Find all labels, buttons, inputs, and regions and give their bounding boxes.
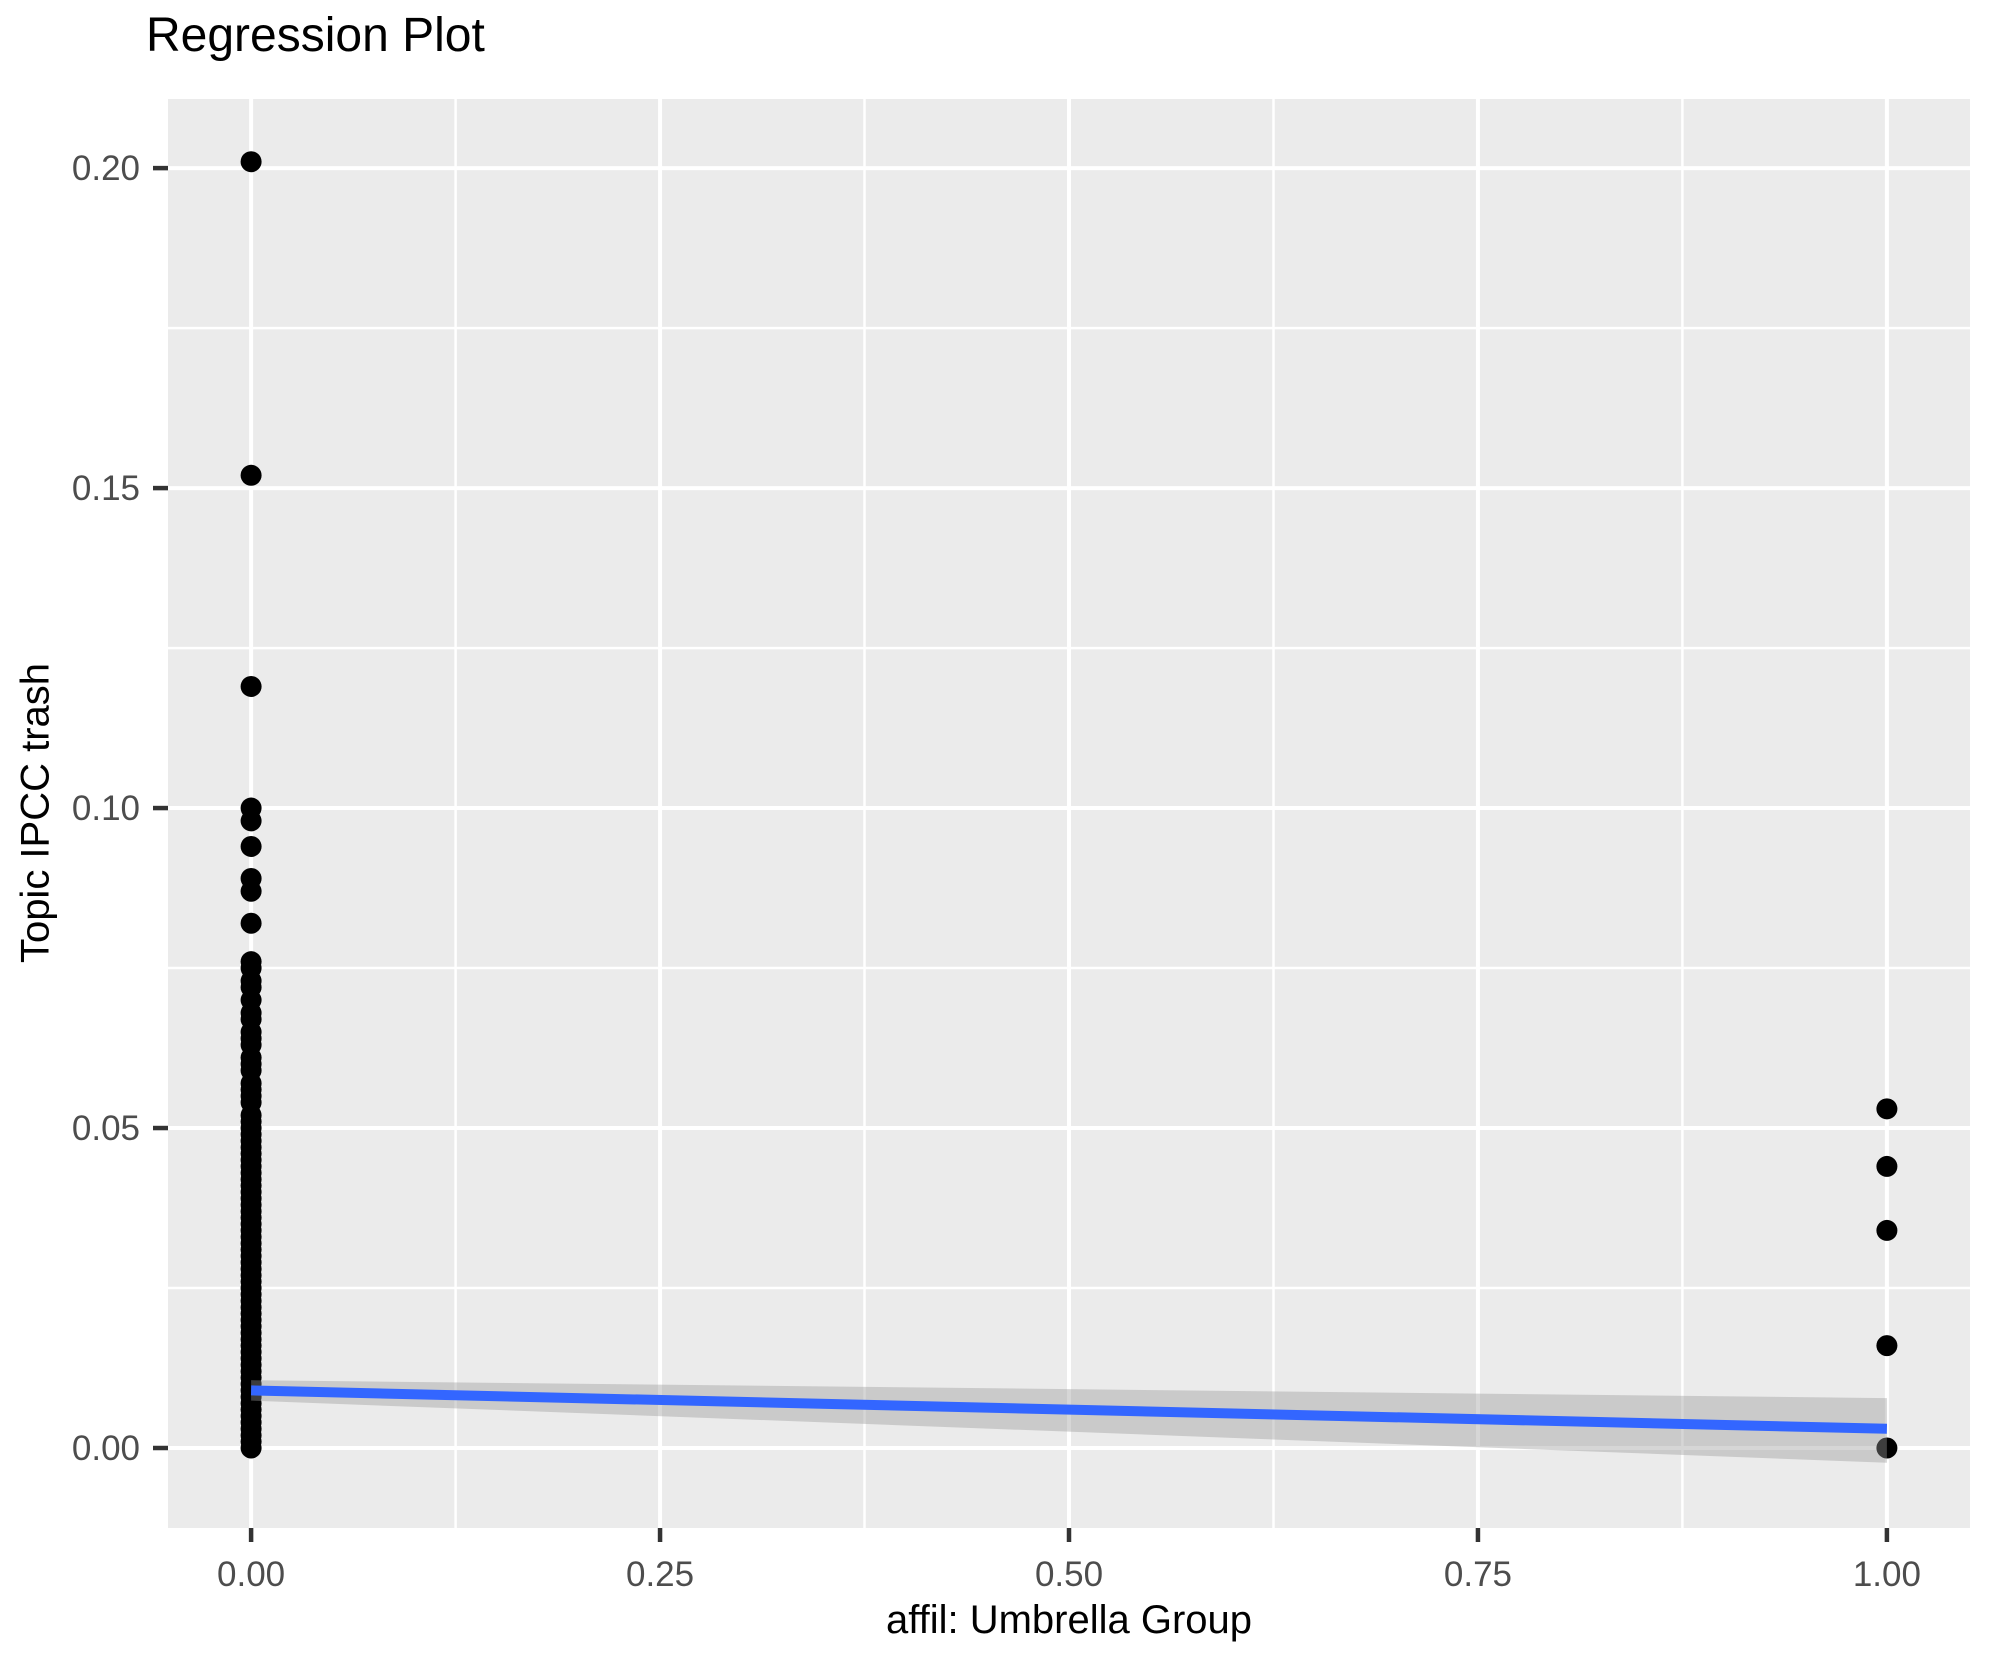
y-axis-tick-label: 0.05 — [72, 1109, 140, 1148]
y-axis-tick-label: 0.10 — [72, 789, 140, 828]
data-point — [240, 912, 262, 934]
data-point — [1876, 1155, 1898, 1177]
x-axis-tick-label: 0.75 — [1444, 1555, 1512, 1594]
regression-line — [250, 1385, 1888, 1434]
x-axis-tick-label: 1.00 — [1853, 1555, 1921, 1594]
data-point — [240, 1437, 262, 1459]
x-axis-tick-label: 0.50 — [1035, 1555, 1103, 1594]
data-point — [240, 151, 262, 173]
data-point — [1876, 1437, 1898, 1459]
data-point — [240, 810, 262, 832]
y-axis-tick-label: 0.00 — [72, 1429, 140, 1468]
y-axis-tick-label: 0.20 — [72, 149, 140, 188]
data-point — [240, 464, 262, 486]
x-axis-tick-label: 0.00 — [217, 1555, 285, 1594]
data-point — [1876, 1098, 1898, 1120]
data-point — [240, 675, 262, 697]
x-axis-title: affil: Umbrella Group — [885, 1598, 1253, 1642]
data-point — [1876, 1219, 1898, 1241]
data-point — [240, 880, 262, 902]
y-axis-tick-label: 0.15 — [72, 469, 140, 508]
y-axis-title: Topic IPCC trash — [13, 662, 58, 964]
data-point — [240, 835, 262, 857]
plot-title: Regression Plot — [146, 9, 485, 62]
x-axis-tick-label: 0.25 — [626, 1555, 694, 1594]
data-point — [1876, 1335, 1898, 1357]
